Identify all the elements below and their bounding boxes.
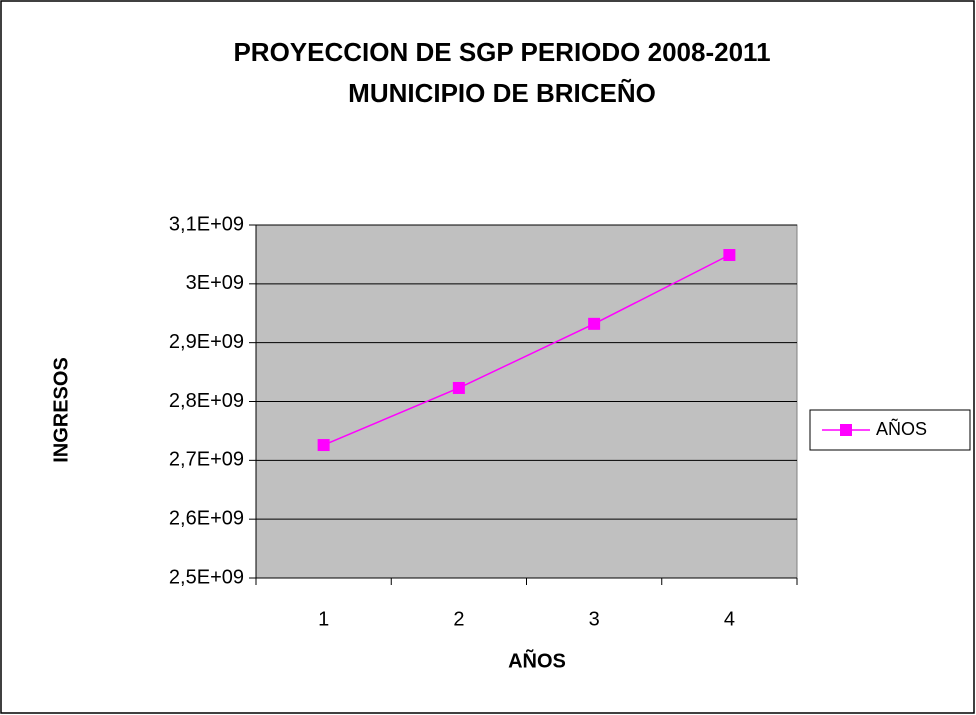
y-tick-label: 2,5E+09 — [169, 566, 244, 588]
data-point — [452, 381, 465, 394]
chart-title: MUNICIPIO DE BRICEÑO — [348, 78, 656, 108]
data-point — [723, 249, 736, 262]
chart-title: PROYECCION DE SGP PERIODO 2008-2011 — [233, 37, 770, 67]
x-tick-label: 2 — [453, 608, 464, 630]
plot-area — [249, 224, 798, 585]
y-tick-label: 2,6E+09 — [169, 507, 244, 529]
legend-label: AÑOS — [876, 418, 927, 439]
x-tick-label: 4 — [724, 608, 735, 630]
data-point — [588, 317, 601, 330]
data-point — [317, 439, 330, 452]
x-axis-label: AÑOS — [508, 649, 566, 672]
x-tick-label: 3 — [589, 608, 600, 630]
y-axis-label: INGRESOS — [50, 357, 72, 463]
y-tick-label: 3E+09 — [186, 272, 244, 294]
x-tick-label: 1 — [318, 608, 329, 630]
legend-marker — [840, 424, 852, 436]
y-tick-label: 2,8E+09 — [169, 390, 244, 412]
y-tick-label: 2,7E+09 — [169, 449, 244, 471]
y-tick-label: 3,1E+09 — [169, 213, 244, 235]
y-tick-label: 2,9E+09 — [169, 331, 244, 353]
series-line — [323, 254, 730, 446]
